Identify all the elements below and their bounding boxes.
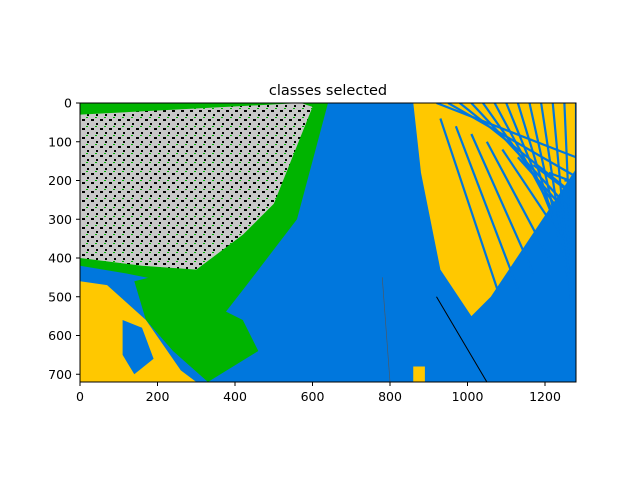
road-mark-2: [381, 277, 391, 382]
y-tick-label: 0: [64, 96, 72, 111]
region-yellow-bottom: [413, 366, 425, 382]
x-tick-label: 1200: [529, 389, 561, 404]
region-blue-hole: [122, 320, 154, 375]
class-map-image: [80, 103, 576, 382]
region-green-lower: [134, 269, 259, 382]
y-tick-label: 500: [48, 289, 72, 304]
y-tick-label: 300: [48, 212, 72, 227]
x-tick-label: 200: [146, 389, 170, 404]
x-tick-label: 800: [378, 389, 402, 404]
brick-mortar: [436, 103, 576, 382]
chart-title: classes selected: [269, 83, 387, 99]
region-gray: [80, 103, 313, 270]
y-tick-label: 600: [48, 328, 72, 343]
x-tick-label: 400: [223, 389, 247, 404]
x-tick-label: 1000: [452, 389, 484, 404]
axes: 0 200 400 600 800 1000 1200 0 100 200 300 400 500 600…: [48, 96, 577, 404]
axes-frame: [79, 102, 577, 383]
x-tick-label: 600: [301, 389, 325, 404]
y-tick-label: 100: [48, 134, 72, 149]
y-tick-label: 700: [48, 367, 72, 382]
x-tick-label: 0: [76, 389, 84, 404]
y-tick-label: 400: [48, 251, 72, 266]
y-tick-label: 200: [48, 173, 72, 188]
road-mark: [436, 296, 488, 382]
